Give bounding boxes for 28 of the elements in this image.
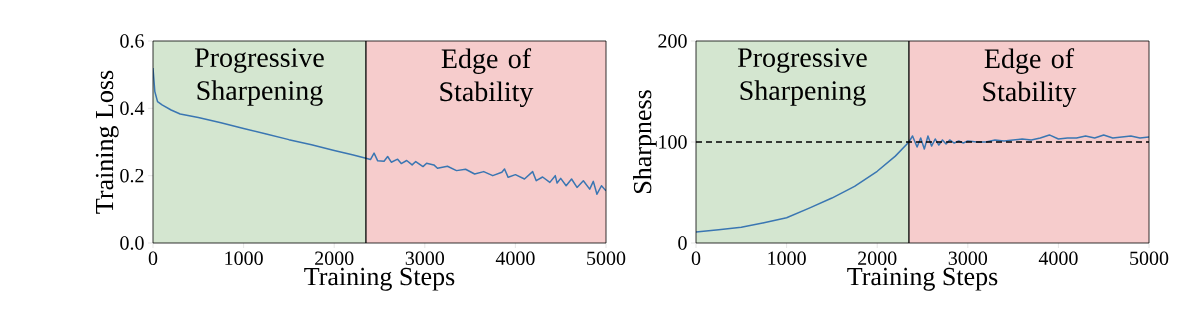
x-tick-label: 2000 bbox=[315, 251, 354, 266]
band-label: Progressive Sharpening bbox=[194, 48, 324, 106]
x-tick-label: 4000 bbox=[495, 251, 535, 266]
y-tick-label: 0.6 bbox=[120, 34, 144, 48]
x-tick-label: 3000 bbox=[948, 251, 988, 266]
x-tick-label: 1000 bbox=[768, 251, 806, 266]
y-axis-title: Training Loss bbox=[95, 70, 119, 214]
band-label: Progressive Sharpening bbox=[737, 48, 867, 106]
y-tick-label: 0.0 bbox=[120, 236, 144, 250]
x-tick-label: 5000 bbox=[1130, 251, 1169, 266]
x-tick-label: 3000 bbox=[405, 251, 445, 266]
y-axis-title: Sharpness bbox=[633, 90, 657, 193]
x-axis-title: Training Steps bbox=[847, 267, 998, 291]
x-tick-label: 4000 bbox=[1038, 251, 1078, 266]
y-tick-label: 100 bbox=[659, 135, 687, 149]
x-tick-label: 0 bbox=[148, 251, 158, 266]
band-label: Edge of Stability bbox=[440, 48, 534, 107]
x-tick-label: 5000 bbox=[587, 251, 626, 266]
y-tick-label: 0.4 bbox=[120, 101, 145, 116]
y-tick-label: 0.2 bbox=[120, 168, 144, 183]
line-series bbox=[696, 134, 1150, 233]
band-label: Edge of Stability bbox=[983, 48, 1077, 107]
y-tick-label: 0 bbox=[678, 236, 687, 250]
x-tick-label: 0 bbox=[691, 251, 701, 266]
x-axis-title: Training Steps bbox=[304, 267, 455, 291]
y-tick-label: 200 bbox=[658, 34, 687, 48]
x-tick-label: 2000 bbox=[858, 251, 897, 266]
x-tick-label: 1000 bbox=[225, 251, 263, 266]
